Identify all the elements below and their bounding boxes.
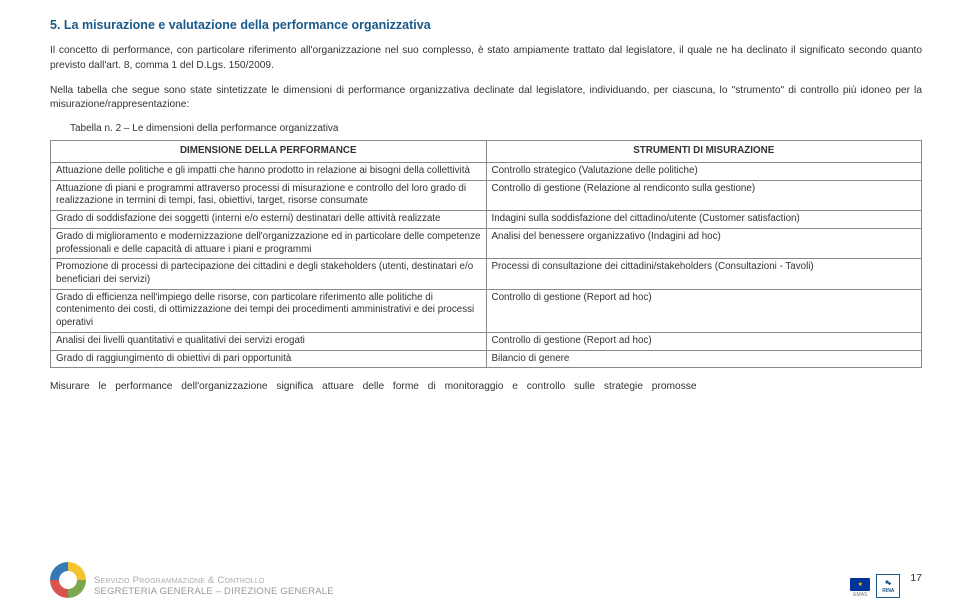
cell-dimension: Grado di soddisfazione dei soggetti (int…	[51, 211, 487, 229]
footer-org-text: Servizio Programmazione & Controllo SEGR…	[94, 576, 334, 598]
cell-dimension: Attuazione di piani e programmi attraver…	[51, 180, 487, 210]
cell-instrument: Processi di consultazione dei cittadini/…	[486, 259, 922, 289]
footer-directorate-line: SEGRETERIA GENERALE – DIREZIONE GENERALE	[94, 587, 334, 598]
cell-instrument: Analisi del benessere organizzativo (Ind…	[486, 228, 922, 258]
rina-badge: RINA	[876, 574, 900, 598]
org-logo-icon	[50, 562, 86, 598]
table-row: Analisi dei livelli quantitativi e quali…	[51, 332, 922, 350]
cell-dimension: Attuazione delle politiche e gli impatti…	[51, 162, 487, 180]
cell-instrument: Controllo strategico (Valutazione delle …	[486, 162, 922, 180]
footer-left-block: Servizio Programmazione & Controllo SEGR…	[50, 562, 334, 598]
cell-dimension: Analisi dei livelli quantitativi e quali…	[51, 332, 487, 350]
performance-dimensions-table: DIMENSIONE DELLA PERFORMANCE STRUMENTI D…	[50, 140, 922, 368]
cell-instrument: Bilancio di genere	[486, 350, 922, 368]
rina-logo-icon	[883, 578, 893, 588]
closing-paragraph: Misurare le performance dell'organizzazi…	[50, 380, 922, 395]
cell-dimension: Grado di raggiungimento di obiettivi di …	[51, 350, 487, 368]
emas-badge: EMAS	[850, 578, 870, 598]
page-number: 17	[910, 572, 922, 584]
eu-flag-icon	[850, 578, 870, 591]
table-row: Grado di raggiungimento di obiettivi di …	[51, 350, 922, 368]
table-row: Promozione di processi di partecipazione…	[51, 259, 922, 289]
page-footer: Servizio Programmazione & Controllo SEGR…	[50, 553, 922, 598]
cell-instrument: Controllo di gestione (Report ad hoc)	[486, 289, 922, 332]
cell-instrument: Controllo di gestione (Relazione al rend…	[486, 180, 922, 210]
cell-instrument: Indagini sulla soddisfazione del cittadi…	[486, 211, 922, 229]
table-header-instruments: STRUMENTI DI MISURAZIONE	[486, 141, 922, 163]
emas-label: EMAS	[853, 592, 867, 598]
table-header-row: DIMENSIONE DELLA PERFORMANCE STRUMENTI D…	[51, 141, 922, 163]
table-row: Grado di efficienza nell'impiego delle r…	[51, 289, 922, 332]
table-row: Attuazione delle politiche e gli impatti…	[51, 162, 922, 180]
cell-dimension: Promozione di processi di partecipazione…	[51, 259, 487, 289]
table-row: Grado di soddisfazione dei soggetti (int…	[51, 211, 922, 229]
intro-paragraph-2: Nella tabella che segue sono state sinte…	[50, 84, 922, 114]
intro-paragraph-1: Il concetto di performance, con particol…	[50, 44, 922, 74]
table-caption: Tabella n. 2 – Le dimensioni della perfo…	[70, 123, 922, 134]
section-title: 5. La misurazione e valutazione della pe…	[50, 18, 922, 32]
rina-label: RINA	[882, 588, 894, 594]
cell-instrument: Controllo di gestione (Report ad hoc)	[486, 332, 922, 350]
footer-right-block: EMAS RINA 17	[850, 572, 922, 598]
table-row: Attuazione di piani e programmi attraver…	[51, 180, 922, 210]
table-header-dimension: DIMENSIONE DELLA PERFORMANCE	[51, 141, 487, 163]
cell-dimension: Grado di efficienza nell'impiego delle r…	[51, 289, 487, 332]
table-row: Grado di miglioramento e modernizzazione…	[51, 228, 922, 258]
cell-dimension: Grado di miglioramento e modernizzazione…	[51, 228, 487, 258]
